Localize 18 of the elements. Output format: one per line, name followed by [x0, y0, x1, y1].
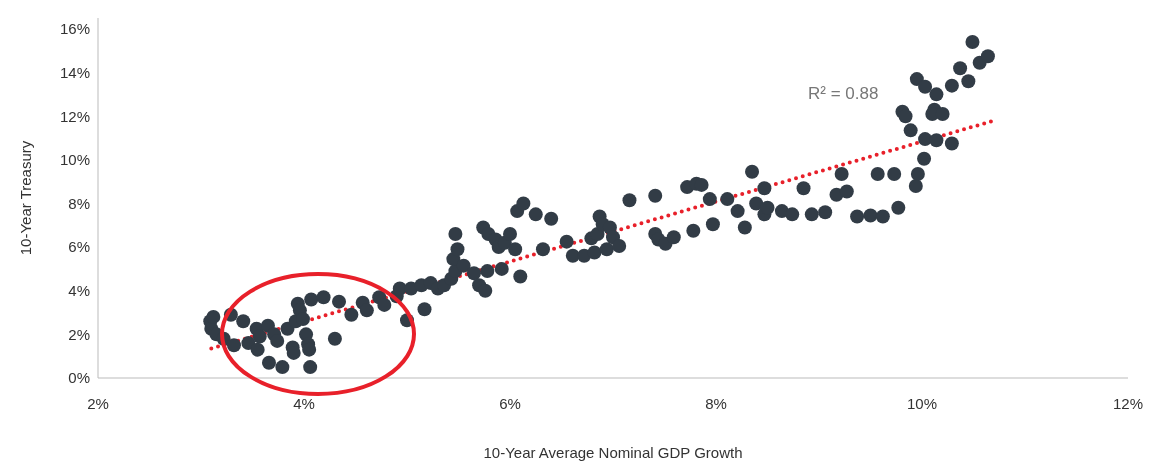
y-tick-label: 12%: [59, 107, 90, 125]
x-tick-label: 6%: [499, 394, 521, 412]
y-tick-label: 14%: [59, 63, 90, 81]
x-tick-label: 10%: [906, 394, 938, 412]
x-tick-label: 2%: [87, 394, 109, 412]
y-tick-label: 10%: [59, 151, 90, 169]
x-tick-label: 8%: [705, 394, 727, 412]
x-tick-label: 4%: [293, 394, 315, 412]
y-tick-label: 16%: [59, 20, 90, 38]
y-axis-title: 10-Year Treasury: [17, 140, 35, 256]
y-tick-label: 6%: [68, 238, 90, 256]
annotation: R² = 0.88: [808, 84, 879, 104]
y-tick-label: 2%: [68, 325, 90, 343]
y-tick-label: 8%: [68, 194, 90, 212]
y-tick-label: 4%: [68, 282, 90, 300]
x-tick-label: 12%: [1112, 394, 1144, 412]
x-axis-title: 10-Year Average Nominal GDP Growth: [483, 444, 743, 461]
y-tick-label: 0%: [68, 369, 90, 387]
